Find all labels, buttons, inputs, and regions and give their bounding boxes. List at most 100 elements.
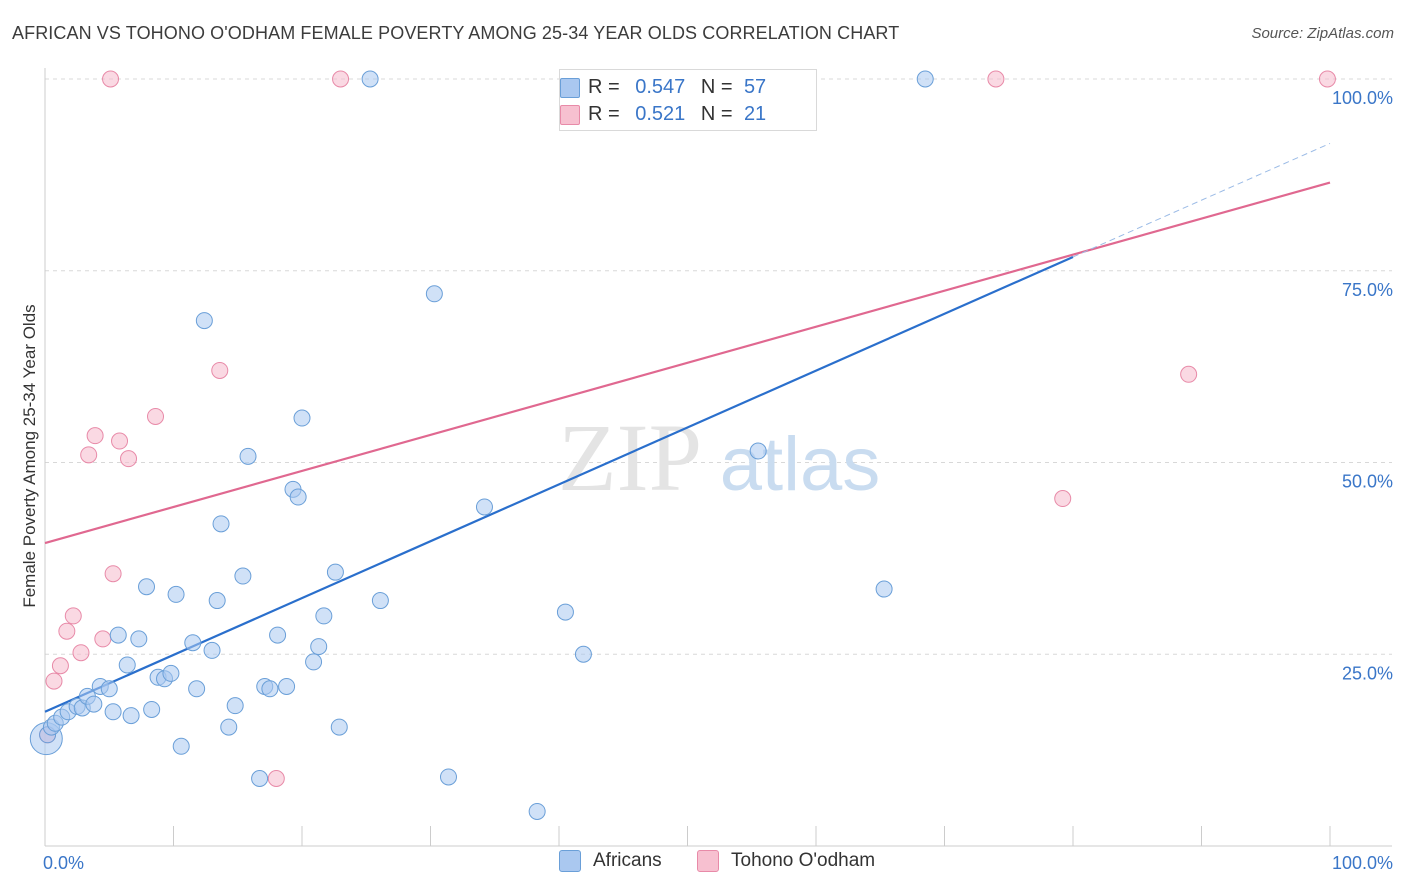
data-point-africans [195,312,213,330]
watermark: ZIP atlas [558,404,880,511]
data-point-tohono [111,432,129,450]
data-point-africans [475,498,493,516]
data-point-africans [143,700,161,718]
legend-r-value: 0.547 [635,75,686,98]
legend-n-value: 57 [743,75,767,98]
data-point-africans [289,488,307,506]
data-point-tohono [104,565,122,583]
data-point-tohono [332,70,350,88]
y-axis-label: Female Poverty Among 25-34 Year Olds [20,304,39,607]
data-point-africans [130,630,148,648]
data-point-tohono [45,672,63,690]
data-point-tohono [102,70,120,88]
data-point-africans [122,707,140,725]
data-point-tohono [147,407,165,425]
data-point-africans [361,70,379,88]
data-point-tohono [58,622,76,640]
data-point-africans [916,70,934,88]
data-point-africans [330,718,348,736]
trend-line-africans [44,255,1074,713]
legend-swatch-tohono [560,105,580,125]
legend-r-label: R = [588,102,620,125]
legend-row-tohono: R = 0.521 N = 21 [560,101,772,127]
trend-extension-africans [1072,142,1331,258]
data-point-africans [234,567,252,585]
data-point-africans [162,664,180,682]
bottom-legend-africans[interactable]: Africans [559,850,662,872]
data-point-africans [239,447,257,465]
legend-row-africans: R = 0.547 N = 57 [560,74,772,100]
y-tick-label: 50.0% [1342,472,1393,492]
data-point-africans [118,656,136,674]
y-tick-label: 25.0% [1342,663,1393,683]
x-tick-label: 100.0% [1332,853,1393,873]
data-point-africans [875,580,893,598]
data-point-tohono [267,770,285,788]
data-point-africans [188,680,206,698]
data-point-africans [310,638,328,656]
legend-n-label: N = [700,75,733,98]
data-point-africans [85,695,103,713]
data-point-africans [439,768,457,786]
gridlines [45,78,1392,655]
data-point-africans [109,626,127,644]
tick-labels: 25.0% 50.0% 75.0% 100.0% 0.0% 100.0% [43,88,1393,873]
source-label: Source: ZipAtlas.com [1251,25,1394,42]
data-point-africans [212,515,230,533]
data-points [29,70,1336,820]
legend-r-value: 0.521 [635,102,686,125]
y-tick-label: 100.0% [1332,88,1393,108]
y-tick-label: 75.0% [1342,280,1393,300]
data-point-africans [261,680,279,698]
data-point-africans [371,592,389,610]
data-point-africans [305,653,323,671]
watermark-atlas: atlas [720,422,881,507]
data-point-africans [138,578,156,596]
legend-n-label: N = [700,102,733,125]
data-point-africans [749,442,767,460]
data-point-tohono [72,644,90,662]
bottom-legend-tohono[interactable]: Tohono O'odham [697,850,875,872]
data-point-africans [184,634,202,652]
data-point-tohono [1318,70,1336,88]
data-point-africans [293,409,311,427]
bottom-legend-label-tohono: Tohono O'odham [731,850,876,871]
data-point-africans [278,677,296,695]
legend-n-value: 21 [743,102,767,125]
watermark-zip: ZIP [558,404,702,511]
data-point-africans [251,770,269,788]
data-point-tohono [94,630,112,648]
data-point-africans [172,737,190,755]
x-tick-label: 0.0% [43,853,84,873]
data-point-tohono [1054,490,1072,508]
data-point-africans [326,563,344,581]
data-point-tohono [120,450,138,468]
legend-swatch-africans [560,78,580,98]
axes [44,68,1392,847]
data-point-africans [425,285,443,303]
data-point-tohono [211,361,229,379]
data-point-africans [167,585,185,603]
data-point-africans [203,641,221,659]
data-point-africans [220,718,238,736]
data-point-africans [208,592,226,610]
data-point-africans [100,680,118,698]
data-point-africans [226,697,244,715]
bottom-legend-label-africans: Africans [593,850,662,871]
data-point-africans [574,645,592,663]
data-point-africans [528,802,546,820]
data-point-tohono [51,657,69,675]
data-point-africans [104,703,122,721]
bottom-legend-swatch-africans [559,850,581,872]
chart-title: AFRICAN VS TOHONO O'ODHAM FEMALE POVERTY… [12,23,900,43]
data-point-africans [315,607,333,625]
data-point-tohono [1180,365,1198,383]
bottom-legend-swatch-tohono [697,850,719,872]
correlation-legend: R = 0.547 N = 57 R = 0.521 N = 21 [559,69,817,131]
trend-line-tohono [44,181,1331,545]
data-point-tohono [86,427,104,445]
data-point-africans [556,603,574,621]
data-point-tohono [64,607,82,625]
data-point-tohono [987,70,1005,88]
